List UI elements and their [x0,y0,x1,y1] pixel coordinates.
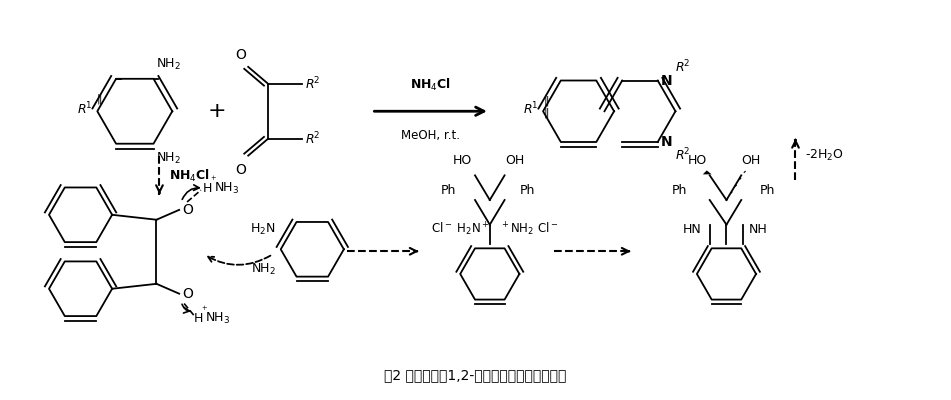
Text: MeOH, r.t.: MeOH, r.t. [401,129,460,142]
Text: H: H [203,182,212,195]
Text: NH$_2$: NH$_2$ [251,262,276,276]
Text: Ph: Ph [519,184,535,197]
Text: $\|$: $\|$ [543,94,549,108]
Text: -2H$_2$O: -2H$_2$O [805,148,844,163]
Text: +: + [207,101,226,121]
Text: $^+$: $^+$ [209,175,217,185]
Text: NH$_4$Cl: NH$_4$Cl [410,77,451,94]
Text: HN: HN [683,223,701,236]
Text: O: O [235,162,245,176]
Text: N: N [661,74,672,88]
Text: O: O [183,287,193,301]
Text: R$^1$: R$^1$ [523,101,538,118]
Text: R$^2$: R$^2$ [675,59,690,76]
Text: O: O [183,203,193,217]
Text: NH$_2$: NH$_2$ [157,151,182,166]
Text: NH: NH [748,223,767,236]
Text: $^+$: $^+$ [200,305,208,315]
Text: OH: OH [742,154,761,167]
Text: HO: HO [688,154,707,167]
Text: R$^2$: R$^2$ [675,147,690,164]
Text: $\|$: $\|$ [543,106,549,120]
Text: Ph: Ph [440,184,456,197]
Text: $\|$: $\|$ [96,92,103,106]
Text: Ph: Ph [760,184,776,197]
Text: O: O [235,48,245,62]
Text: R$^2$: R$^2$ [305,130,320,147]
Text: NH$_4$Cl: NH$_4$Cl [169,168,210,184]
Text: N: N [661,135,672,149]
Text: R$^1$: R$^1$ [77,101,92,118]
Text: 图2 邓苯二胺和1,2-二罰基化合物的环合反应: 图2 邓苯二胺和1,2-二罰基化合物的环合反应 [384,368,566,382]
Text: R$^2$: R$^2$ [305,75,320,92]
Text: H$_2$N: H$_2$N [250,222,276,237]
Text: NH$_2$: NH$_2$ [157,57,182,72]
Text: NH$_3$: NH$_3$ [204,311,230,326]
Text: OH: OH [505,154,524,167]
Text: Ph: Ph [671,184,687,197]
Text: $^+$NH$_2$ Cl$^-$: $^+$NH$_2$ Cl$^-$ [499,221,558,238]
Text: HO: HO [453,154,472,167]
Text: NH$_3$: NH$_3$ [214,181,239,196]
Text: Cl$^-$ H$_2$N$^+$: Cl$^-$ H$_2$N$^+$ [431,221,490,238]
Polygon shape [703,170,711,174]
Text: H: H [194,312,204,325]
